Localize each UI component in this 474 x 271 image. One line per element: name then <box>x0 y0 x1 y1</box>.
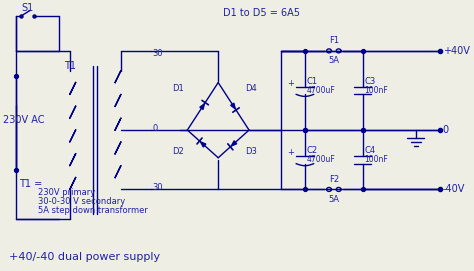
Text: 30-0-30 V secondary: 30-0-30 V secondary <box>38 197 125 206</box>
Text: 5A: 5A <box>328 56 339 65</box>
Text: C4: C4 <box>365 146 376 155</box>
Text: +: + <box>287 79 294 88</box>
Text: 30: 30 <box>153 49 164 58</box>
Text: C3: C3 <box>365 77 376 86</box>
Text: D1 to D5 = 6A5: D1 to D5 = 6A5 <box>223 8 300 18</box>
Text: +40/-40 dual power supply: +40/-40 dual power supply <box>9 252 160 262</box>
Text: 230V AC: 230V AC <box>3 115 45 125</box>
Text: 5A step down transformer: 5A step down transformer <box>38 206 148 215</box>
Text: 0: 0 <box>153 124 158 133</box>
Text: D1: D1 <box>172 84 183 93</box>
Text: 230V primary: 230V primary <box>38 188 95 197</box>
Polygon shape <box>231 103 235 109</box>
Text: F2: F2 <box>329 175 339 184</box>
Text: 4700uF: 4700uF <box>307 155 336 164</box>
Text: +: + <box>287 148 294 157</box>
Text: 5A: 5A <box>328 195 339 204</box>
Polygon shape <box>201 142 206 147</box>
Text: 30: 30 <box>153 183 164 192</box>
Text: 100nF: 100nF <box>365 155 388 164</box>
Polygon shape <box>231 141 237 146</box>
Text: +40V: +40V <box>443 46 470 56</box>
Text: S1: S1 <box>21 3 34 13</box>
Text: D4: D4 <box>245 84 257 93</box>
Text: D3: D3 <box>245 147 257 156</box>
Text: F1: F1 <box>329 37 339 46</box>
Text: D2: D2 <box>172 147 183 156</box>
Text: C2: C2 <box>307 146 318 155</box>
Text: T1 =: T1 = <box>19 179 42 189</box>
Text: C1: C1 <box>307 77 318 86</box>
Text: 100nF: 100nF <box>365 86 388 95</box>
Polygon shape <box>200 104 204 109</box>
Text: 0: 0 <box>443 125 449 135</box>
Text: T1: T1 <box>64 61 76 71</box>
Text: 4700uF: 4700uF <box>307 86 336 95</box>
Text: -40V: -40V <box>443 185 465 194</box>
